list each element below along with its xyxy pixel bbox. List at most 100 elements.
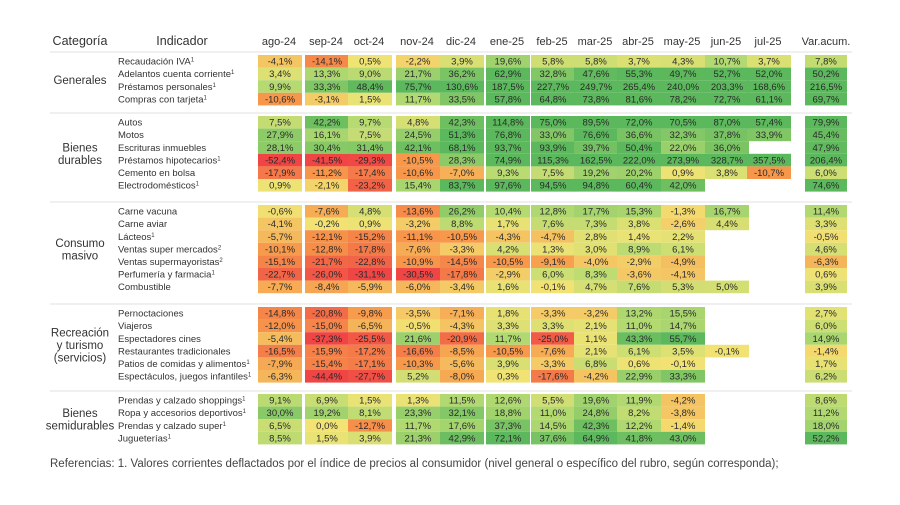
heat-cell [440,255,484,268]
heat-cell [574,357,618,370]
cell-value: 37,3% [495,421,522,432]
cell-value: -3,3% [541,309,566,320]
heat-cell [305,80,349,93]
cell-value: 22,0% [670,143,697,154]
cell-value: -4,3% [450,321,475,332]
heat-cell [486,431,530,445]
accum-cell [805,205,847,218]
cell-value: -0,2% [315,219,340,230]
heat-cell [617,268,661,281]
cell-value: 75,0% [540,118,567,129]
cell-value: -2,2% [406,57,431,68]
heat-cell [348,242,392,256]
heat-cell [486,179,530,192]
heat-cell [531,255,575,268]
cell-value: -15,0% [312,321,343,332]
indicator-label: Ventas super mercados2 [118,244,222,255]
cell-value: 52,0% [756,69,783,80]
cell-value: 57,4% [756,118,783,129]
heat-cell [348,419,392,432]
heat-cell [574,406,618,420]
cell-value: 3,3% [497,321,519,332]
cell-value: 227,7% [537,82,570,93]
heat-cell [258,67,302,81]
indicator-label: Perfumería y farmacia1 [118,270,215,281]
heat-cell [348,80,392,93]
accum-cell [805,141,847,154]
cell-value: 21,7% [405,69,432,80]
heat-cell [348,370,392,383]
heat-cell [396,128,440,142]
cell-value: -7,6% [406,244,431,255]
heat-cell [531,406,575,420]
heat-cell [531,217,575,231]
cell-value: 3,9% [451,57,473,68]
heat-cell [661,230,705,243]
cell-value: 94,5% [540,181,567,192]
cell-value: 11,0% [540,408,567,419]
indicator-label: Patios de comidas y alimentos1 [118,359,250,370]
accum-value: 14,9% [813,334,840,345]
heat-cell [661,242,705,256]
cell-value: 5,5% [542,396,564,407]
cell-value: 0,3% [497,372,519,383]
heat-cell [396,332,440,345]
heat-cell [396,80,440,93]
cell-value: 10,4% [495,207,522,218]
heat-cell [531,128,575,142]
accum-value: -0,5% [814,232,839,243]
accum-value: 69,7% [813,94,840,105]
cell-value: 11,7% [405,421,432,432]
accum-value: 3,3% [815,219,837,230]
cell-value: 6,9% [316,396,338,407]
cell-value: 57,8% [495,94,522,105]
header-accumulated: Var.acum. [802,36,851,48]
heat-cell [396,431,440,445]
accum-value: 0,6% [815,270,837,281]
heat-cell [396,116,440,129]
cell-value: 4,3% [672,57,694,68]
accum-cell [805,128,847,142]
cell-value: -17,8% [447,270,478,281]
cell-value: -9,1% [541,257,566,268]
accum-value: 11,4% [813,207,840,218]
heat-cell [486,217,530,231]
heat-cell [440,307,484,320]
cell-value: -16,5% [265,346,296,357]
cell-value: -7,6% [541,346,566,357]
heat-cell [486,370,530,383]
heat-cell [258,280,302,294]
cell-value: -10,6% [265,94,296,105]
heat-cell [617,179,661,192]
cell-value: 19,6% [583,396,610,407]
heat-cell [531,55,575,68]
cell-value: 43,3% [626,334,653,345]
accum-value: 8,6% [815,396,837,407]
cell-value: -3,2% [584,309,609,320]
cell-value: 7,5% [359,130,381,141]
header-month: jul-25 [754,36,782,48]
heat-cell [486,128,530,142]
heat-cell [258,419,302,432]
cell-value: 3,9% [497,359,519,370]
heat-cell [486,80,530,93]
indicator-label: Lácteos1 [118,232,155,243]
accum-cell [805,67,847,81]
indicator-label: Jugueterías1 [118,433,172,444]
cell-value: 23,3% [405,408,432,419]
indicator-label: Prendas y calzado shoppings1 [118,396,246,407]
heat-cell [661,179,705,192]
indicator-label: Cemento en bolsa [118,168,196,179]
cell-value: -6,3% [268,372,293,383]
heat-cell [305,116,349,129]
cell-value: 6,1% [628,346,650,357]
cell-value: 42,9% [449,433,476,444]
header-month: mar-25 [578,36,613,48]
heat-cell [258,307,302,320]
heat-cell [705,116,749,129]
cell-value: 32,3% [670,130,697,141]
cell-value: -14,5% [447,257,478,268]
heat-cell [305,268,349,281]
category-label: semidurables [46,420,115,432]
cell-value: 5,8% [585,57,607,68]
